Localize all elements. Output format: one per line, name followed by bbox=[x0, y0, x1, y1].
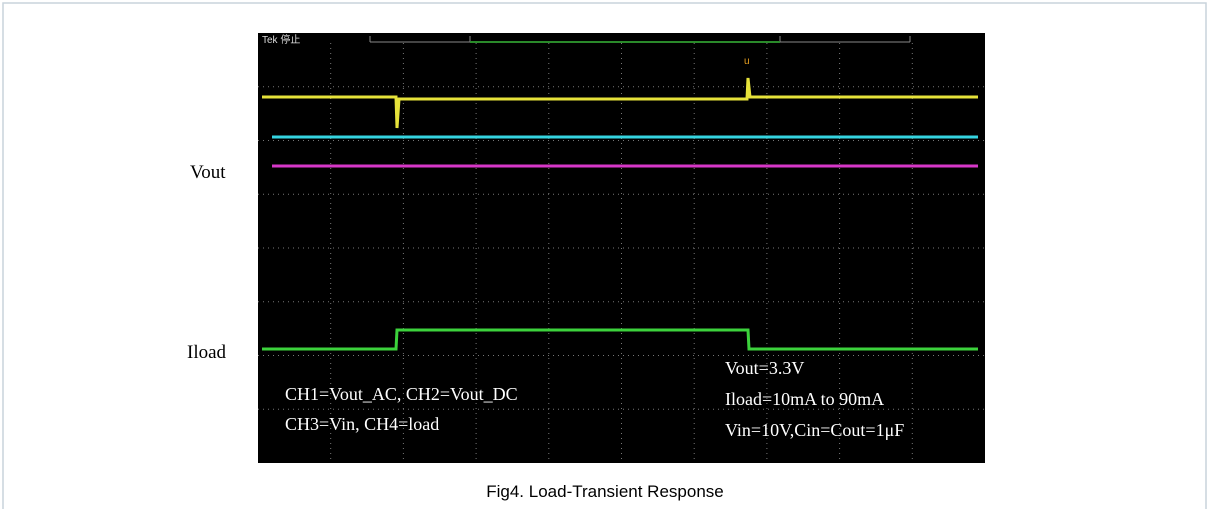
condition-note: Iload=10mA to 90mA bbox=[725, 389, 884, 409]
channel-note: CH3=Vin, CH4=load bbox=[285, 414, 439, 434]
condition-note: Vin=10V,Cin=Cout=1μF bbox=[725, 420, 904, 440]
channel-note: CH1=Vout_AC, CH2=Vout_DC bbox=[285, 384, 518, 404]
figure: Tek 停止 u Vout Iload CH1=Vout_AC, CH2=Vou… bbox=[0, 0, 1210, 509]
scope-header: Tek 停止 bbox=[262, 33, 300, 46]
page: {"figure": { "scope_header": "Tek 停止", "… bbox=[0, 0, 1210, 509]
trigger-marker: u bbox=[744, 56, 750, 67]
iload-label: Iload bbox=[187, 342, 227, 363]
condition-note: Vout=3.3V bbox=[725, 358, 804, 378]
vout-label: Vout bbox=[190, 162, 226, 183]
caption: Fig4. Load-Transient Response bbox=[486, 482, 724, 501]
